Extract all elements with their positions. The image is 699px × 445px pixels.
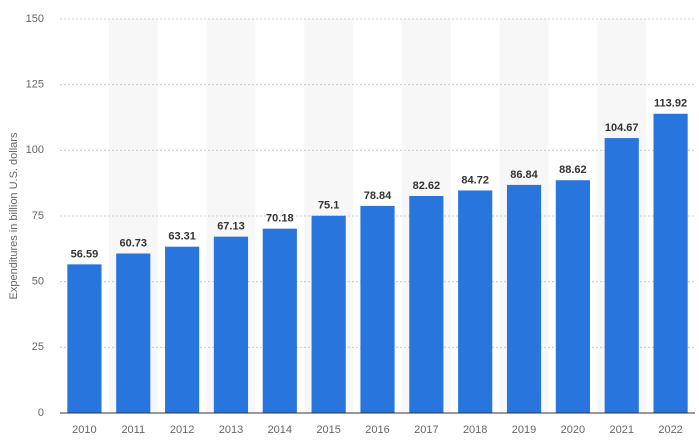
value-label: 104.67 bbox=[605, 122, 639, 134]
x-tick-label: 2017 bbox=[414, 424, 438, 436]
y-tick-label: 50 bbox=[32, 276, 44, 288]
value-label: 88.62 bbox=[559, 164, 587, 176]
x-tick-label: 2010 bbox=[72, 424, 96, 436]
x-tick-label: 2013 bbox=[219, 424, 243, 436]
x-tick-label: 2019 bbox=[512, 424, 536, 436]
bar bbox=[165, 246, 200, 413]
x-tick-label: 2020 bbox=[561, 424, 585, 436]
y-tick-label: 0 bbox=[38, 407, 44, 419]
bar bbox=[653, 113, 688, 413]
y-tick-label: 125 bbox=[26, 79, 44, 91]
x-tick-label: 2022 bbox=[658, 424, 682, 436]
bar bbox=[458, 190, 493, 413]
value-label: 60.73 bbox=[120, 237, 148, 249]
value-label: 82.62 bbox=[413, 180, 441, 192]
y-tick-label: 100 bbox=[26, 144, 44, 156]
x-tick-label: 2016 bbox=[365, 424, 389, 436]
y-tick-label: 150 bbox=[26, 13, 44, 25]
value-label: 70.18 bbox=[266, 213, 294, 225]
value-label: 56.59 bbox=[71, 248, 99, 260]
x-tick-label: 2015 bbox=[316, 424, 340, 436]
bar bbox=[506, 184, 542, 413]
bar bbox=[67, 264, 102, 413]
y-tick-label: 75 bbox=[32, 210, 44, 222]
bar bbox=[116, 253, 151, 413]
bar bbox=[409, 195, 444, 413]
bar bbox=[555, 180, 590, 413]
value-label: 113.92 bbox=[654, 98, 687, 110]
value-label: 84.72 bbox=[461, 174, 489, 186]
value-label: 86.84 bbox=[510, 169, 538, 181]
x-tick-label: 2018 bbox=[463, 424, 487, 436]
x-tick-label: 2021 bbox=[609, 424, 633, 436]
bar bbox=[604, 138, 639, 413]
x-tick-label: 2012 bbox=[170, 424, 194, 436]
value-label: 63.31 bbox=[168, 231, 196, 243]
y-axis-label: Expenditures in billion U.S. dollars bbox=[8, 132, 20, 299]
bar bbox=[213, 236, 249, 413]
bar bbox=[311, 215, 346, 413]
bar bbox=[360, 205, 395, 413]
x-tick-label: 2014 bbox=[268, 424, 292, 436]
value-label: 78.84 bbox=[364, 190, 392, 202]
y-tick-label: 25 bbox=[32, 341, 44, 353]
bar bbox=[262, 228, 297, 413]
x-tick-label: 2011 bbox=[121, 424, 145, 436]
value-label: 75.1 bbox=[318, 200, 339, 212]
value-label: 67.13 bbox=[217, 221, 245, 233]
